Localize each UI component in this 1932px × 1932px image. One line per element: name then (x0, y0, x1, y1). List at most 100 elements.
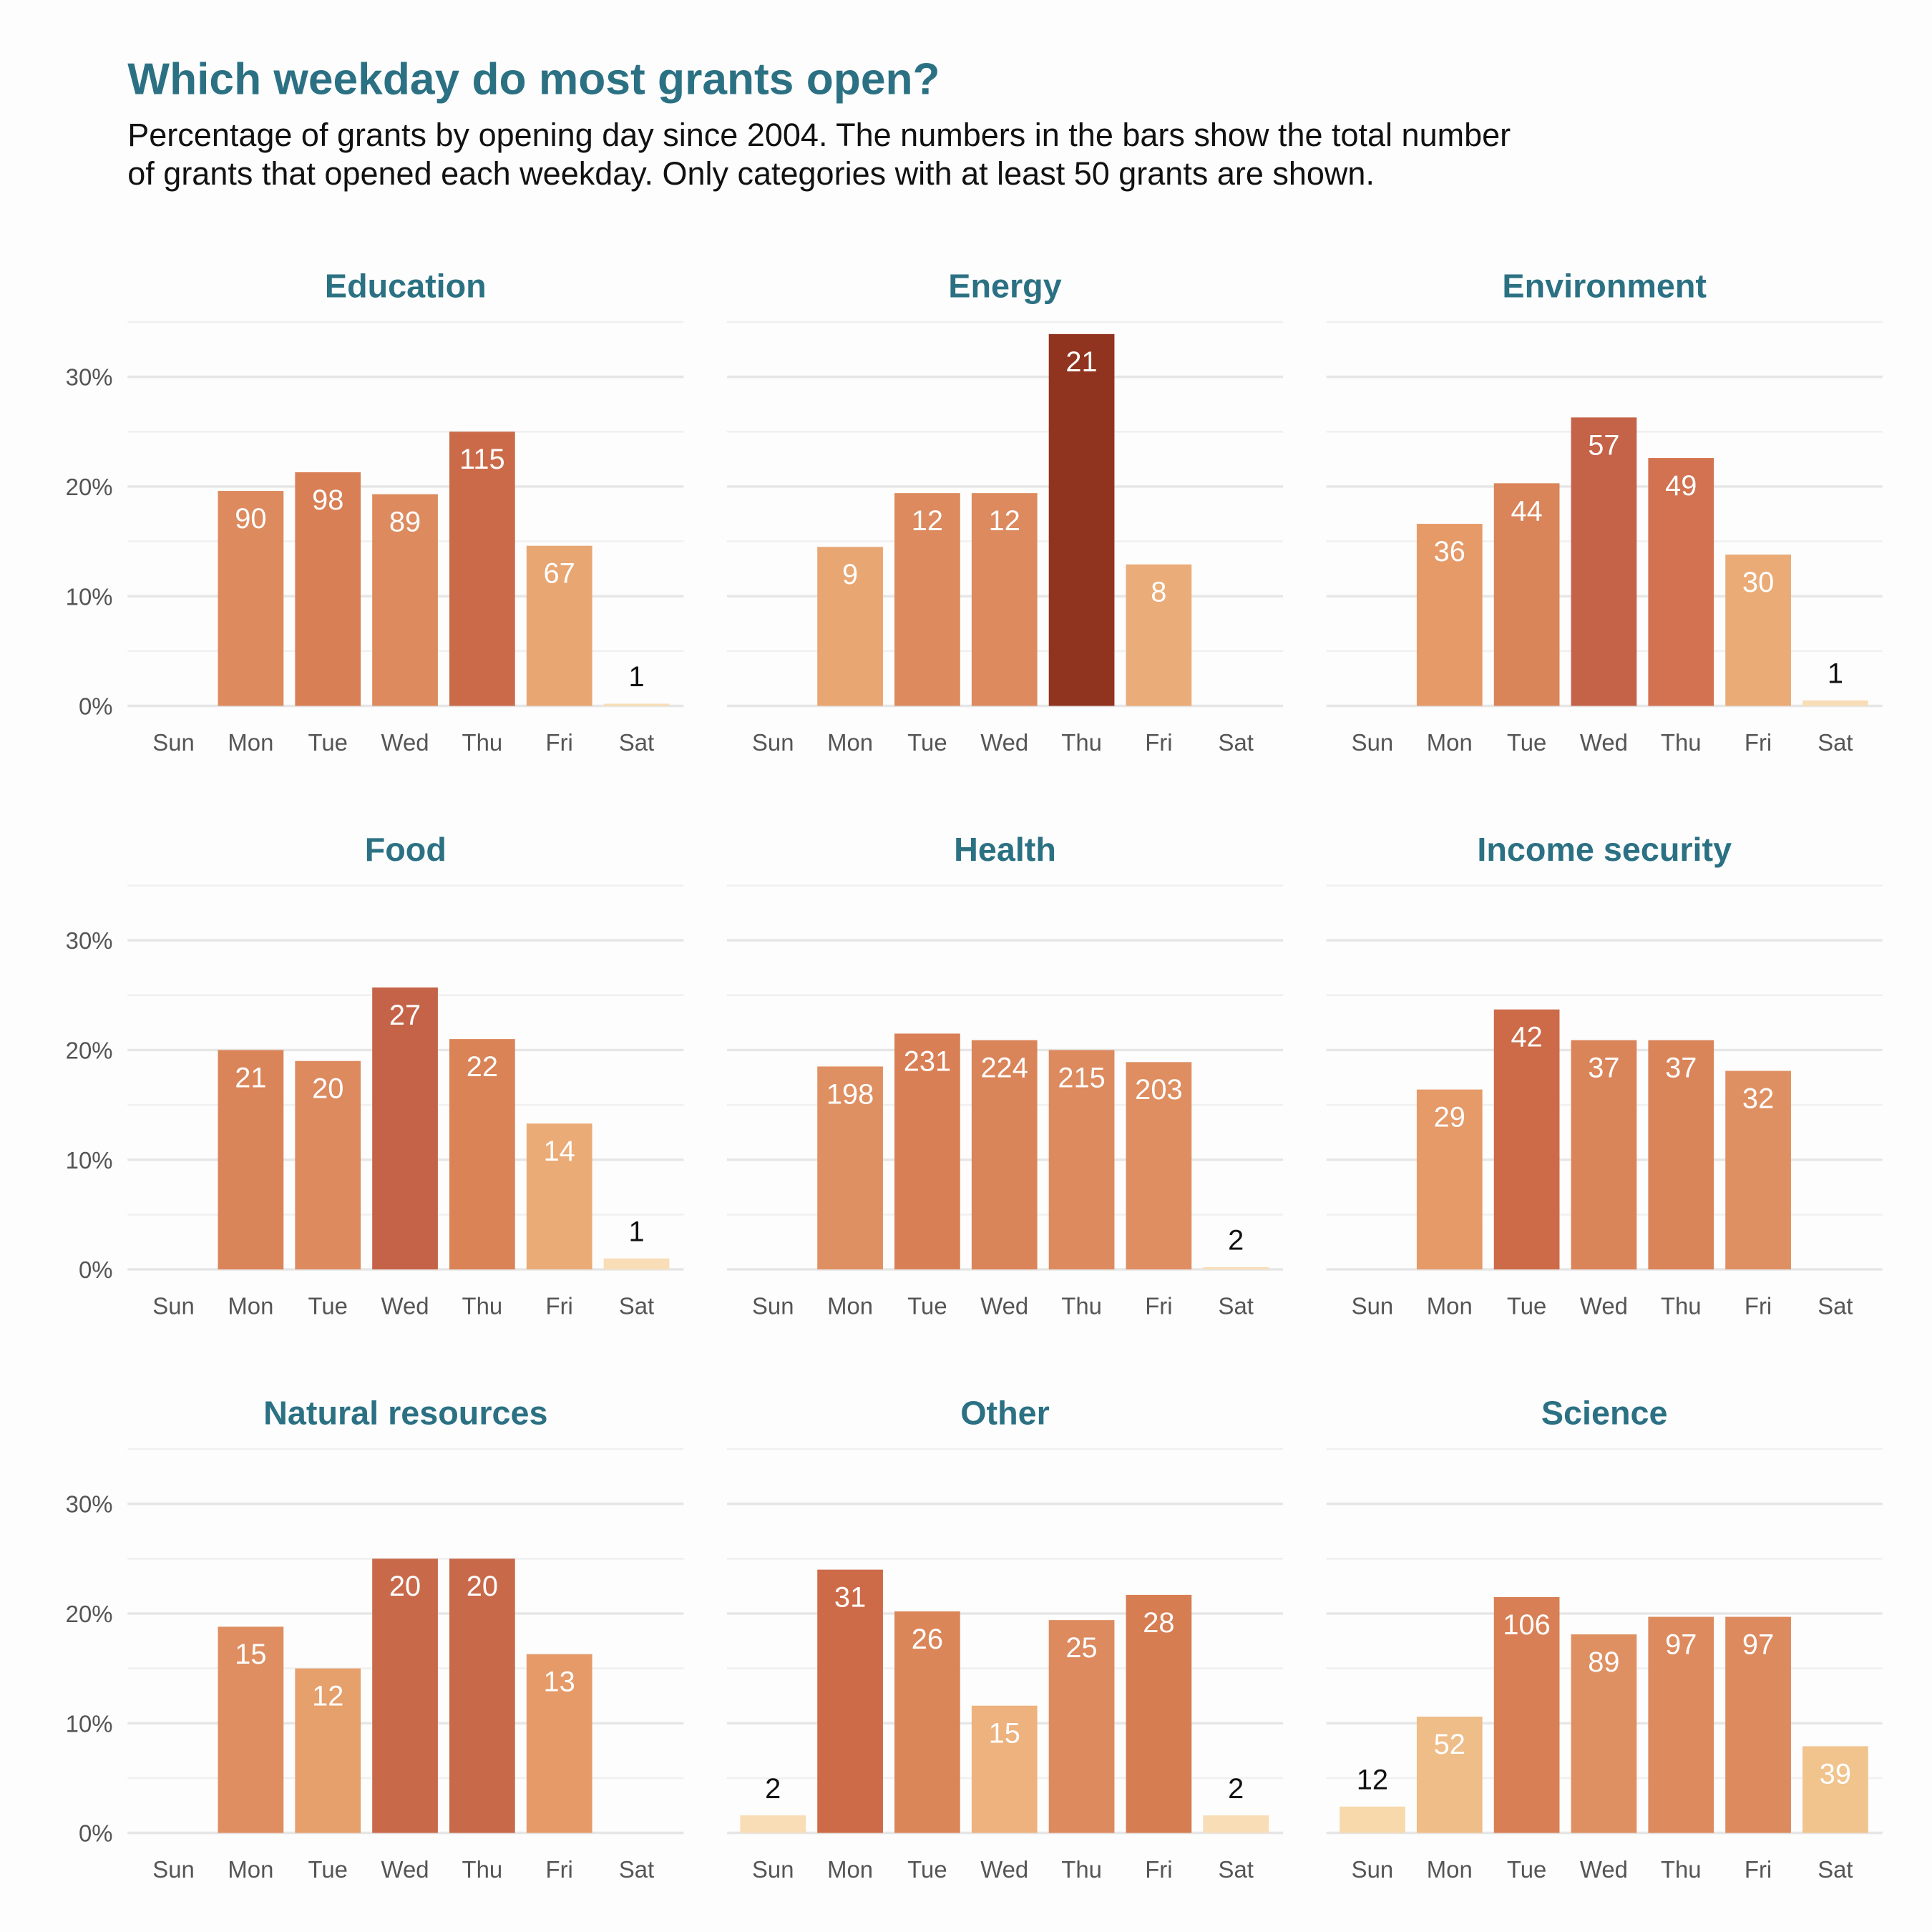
count-label: 89 (389, 507, 421, 538)
bar (1126, 1594, 1192, 1833)
bar (372, 987, 438, 1270)
bar (526, 545, 592, 706)
count-label: 27 (389, 1000, 421, 1031)
x-tick-label: Thu (1661, 1856, 1702, 1883)
x-tick-label: Wed (381, 729, 429, 756)
chart-subtitle: of grants that opened each weekday. Only… (127, 155, 1375, 192)
x-tick-label: Tue (907, 1856, 947, 1883)
bar (1493, 483, 1560, 706)
bar (1048, 1620, 1115, 1833)
count-label: 12 (312, 1681, 343, 1712)
panel-title: Energy (948, 267, 1061, 304)
x-tick-label: Sun (152, 1292, 195, 1319)
count-label: 15 (235, 1639, 266, 1670)
count-label: 22 (467, 1051, 498, 1083)
count-label: 2 (765, 1773, 781, 1805)
bar (603, 703, 670, 706)
count-label: 97 (1665, 1629, 1697, 1660)
bar (218, 491, 284, 706)
x-tick-label: Sun (752, 1856, 794, 1883)
bar (218, 1626, 284, 1833)
x-tick-label: Tue (907, 729, 947, 756)
bar (1648, 458, 1714, 706)
bar (295, 1668, 361, 1833)
bar (295, 472, 361, 706)
x-tick-label: Wed (381, 1856, 429, 1883)
x-tick-label: Tue (308, 1856, 348, 1883)
count-label: 31 (834, 1582, 866, 1614)
panel-title: Natural resources (263, 1394, 547, 1431)
bar (1416, 524, 1483, 706)
bar (449, 1558, 515, 1833)
count-label: 28 (1143, 1607, 1174, 1639)
bar (1725, 554, 1791, 706)
count-label: 42 (1511, 1022, 1542, 1053)
count-label: 26 (912, 1624, 943, 1655)
count-label: 20 (467, 1571, 498, 1602)
x-tick-label: Mon (827, 729, 873, 756)
count-label: 21 (235, 1062, 266, 1093)
count-label: 1 (628, 661, 644, 693)
x-tick-label: Fri (546, 1856, 573, 1883)
x-tick-label: Sun (752, 729, 794, 756)
bar (372, 1558, 438, 1833)
y-tick-label: 20% (66, 1601, 113, 1627)
bar (1571, 1040, 1637, 1270)
count-label: 21 (1065, 346, 1097, 378)
count-label: 13 (544, 1667, 575, 1698)
x-tick-label: Mon (228, 1292, 273, 1319)
bar (295, 1060, 361, 1270)
x-tick-label: Sun (1352, 1292, 1394, 1319)
bar (1340, 1806, 1405, 1833)
x-tick-label: Fri (1145, 729, 1172, 756)
bar (817, 1569, 883, 1833)
bar (1802, 700, 1868, 706)
count-label: 30 (1742, 567, 1774, 598)
bar (526, 1123, 592, 1270)
count-label: 2 (1228, 1773, 1244, 1805)
x-tick-label: Sun (152, 729, 195, 756)
panel-title: Science (1541, 1394, 1668, 1431)
bar (894, 1033, 960, 1270)
x-tick-label: Mon (1427, 1856, 1473, 1883)
y-tick-label: 20% (66, 474, 113, 500)
bar (1571, 417, 1637, 706)
x-tick-label: Sat (1818, 729, 1853, 756)
count-label: 97 (1742, 1629, 1774, 1660)
count-label: 39 (1820, 1758, 1851, 1790)
count-label: 115 (459, 444, 504, 475)
chart-title: Which weekday do most grants open? (127, 55, 940, 104)
count-label: 15 (989, 1718, 1020, 1750)
y-tick-label: 30% (66, 1491, 113, 1518)
x-tick-label: Fri (1145, 1292, 1172, 1319)
bar (1203, 1267, 1269, 1270)
bar (971, 1040, 1038, 1270)
x-tick-label: Mon (827, 1292, 873, 1319)
x-tick-label: Sat (1219, 729, 1254, 756)
bar (1126, 564, 1192, 706)
count-label: 224 (981, 1053, 1028, 1084)
x-tick-label: Sat (1219, 1292, 1254, 1319)
count-label: 57 (1588, 429, 1619, 461)
count-label: 12 (1357, 1765, 1388, 1796)
count-label: 215 (1058, 1062, 1105, 1093)
x-tick-label: Wed (381, 1292, 429, 1319)
count-label: 32 (1742, 1083, 1774, 1114)
count-label: 29 (1434, 1102, 1465, 1133)
x-tick-label: Fri (1745, 729, 1772, 756)
x-tick-label: Sat (1219, 1856, 1254, 1883)
bar (449, 431, 515, 706)
x-tick-label: Sat (619, 1292, 654, 1319)
bar (526, 1654, 592, 1833)
count-label: 25 (1065, 1632, 1097, 1664)
bar (740, 1815, 806, 1833)
x-tick-label: Mon (228, 729, 273, 756)
bar (1416, 1089, 1483, 1270)
x-tick-label: Thu (1661, 1292, 1702, 1319)
x-tick-label: Mon (228, 1856, 273, 1883)
bar (1048, 1050, 1115, 1270)
panel-title: Health (954, 831, 1056, 868)
bar (1126, 1062, 1192, 1270)
y-tick-label: 10% (66, 1147, 113, 1174)
panel-title: Environment (1502, 267, 1707, 304)
